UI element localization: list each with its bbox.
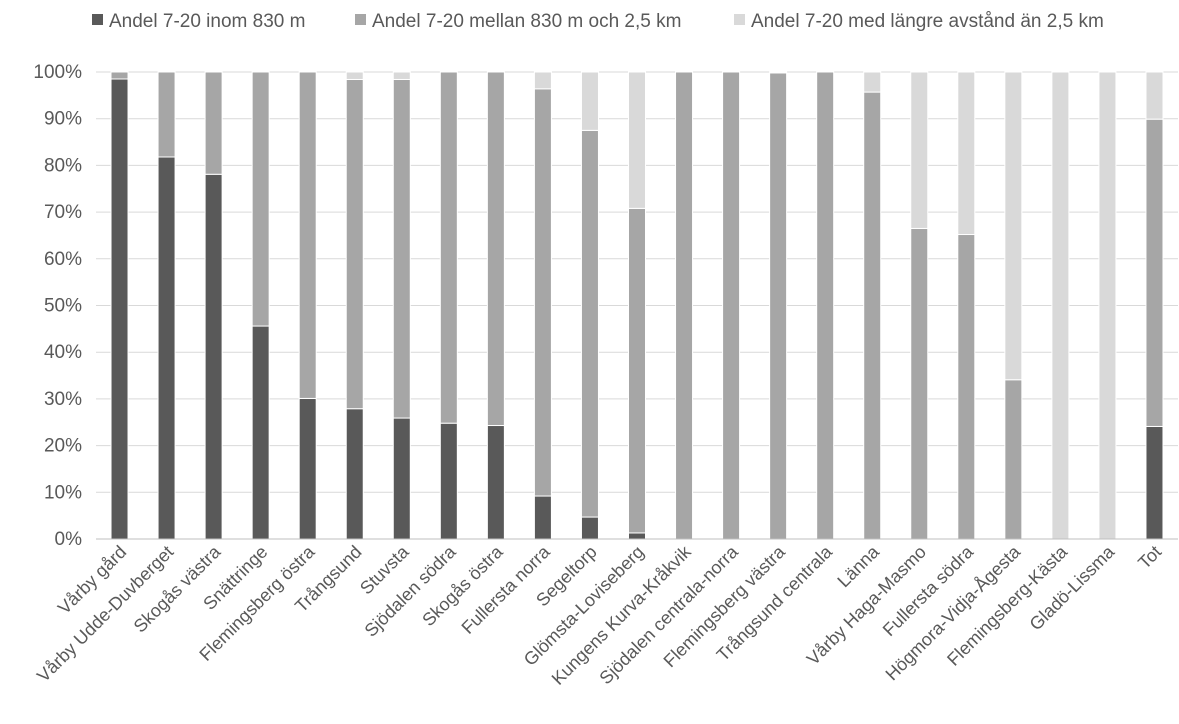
bar-segment-series-2 (533, 88, 552, 497)
bar-segment-series-2 (298, 71, 317, 399)
bar-segment-series-3 (533, 71, 552, 90)
y-tick-label: 50% (44, 296, 82, 317)
y-tick-label: 10% (44, 482, 82, 503)
bar-segment-series-2 (957, 234, 976, 540)
y-tick-label: 30% (44, 389, 82, 410)
bar-segment-series-3 (863, 71, 882, 93)
bar-segment-series-2 (863, 91, 882, 540)
y-tick-label: 80% (44, 155, 82, 176)
x-tick-label: Gladö-Lissma (1026, 541, 1119, 634)
bar-segment-series-1 (251, 325, 270, 540)
bar-segment-series-1 (486, 425, 505, 540)
bar-segment-series-2 (110, 71, 129, 80)
bar-segment-series-2 (204, 71, 223, 175)
legend-swatch (355, 14, 366, 25)
y-tick-label: 90% (44, 109, 82, 130)
bar-segment-series-1 (345, 408, 364, 540)
bar-segment-series-3 (392, 71, 411, 80)
y-tick-label: 60% (44, 249, 82, 270)
bar-segment-series-2 (1145, 118, 1164, 427)
bar-segment-series-3 (910, 71, 929, 229)
y-axis: 0% 10% 20% 30% 40% 50% 60% 70% 80% 90% 100% (33, 62, 82, 550)
bar-segment-series-2 (722, 71, 741, 540)
y-tick-label: 70% (44, 202, 82, 223)
y-tick-label: 0% (55, 529, 83, 550)
bar-segment-series-2 (910, 227, 929, 540)
bar-segment-series-1 (298, 397, 317, 540)
bar-segment-series-1 (439, 422, 458, 540)
legend-label: Andel 7-20 med längre avstånd än 2,5 km (751, 11, 1104, 32)
bar-segment-series-3 (1098, 71, 1117, 540)
bar-segment-series-2 (345, 78, 364, 410)
bar-segment-series-2 (486, 71, 505, 427)
bar-segment-series-2 (251, 71, 270, 327)
bar-segment-series-3 (957, 71, 976, 236)
bar-segment-series-3 (1145, 71, 1164, 120)
bar-segment-series-2 (157, 71, 176, 158)
bar-segment-series-1 (392, 417, 411, 540)
y-tick-label: 100% (33, 62, 82, 83)
bar-segment-series-1 (533, 495, 552, 540)
bar-segment-series-1 (157, 156, 176, 540)
bar-segment-series-3 (628, 71, 646, 209)
bar-segment-series-2 (439, 71, 458, 424)
bar-segment-series-2 (392, 78, 411, 419)
bar-segment-series-3 (769, 71, 788, 74)
y-tick-label: 20% (44, 436, 82, 457)
bar-segment-series-1 (628, 532, 646, 540)
bar-segment-series-2 (1004, 379, 1023, 540)
bar-segment-series-3 (580, 71, 599, 131)
bar-segment-series-2 (628, 207, 646, 534)
bar-segment-series-2 (769, 72, 788, 540)
y-tick-label: 40% (44, 342, 82, 363)
legend-swatch (734, 14, 745, 25)
x-tick-label: Tot (1134, 542, 1165, 573)
bars (110, 71, 1164, 540)
bar-segment-series-3 (345, 71, 364, 80)
bar-segment-series-1 (580, 516, 599, 540)
legend: Andel 7-20 inom 830 m Andel 7-20 mellan 8… (92, 11, 1104, 32)
bar-segment-series-1 (1145, 425, 1164, 540)
bar-segment-series-2 (816, 71, 835, 540)
bar-segment-series-1 (110, 78, 129, 540)
legend-label: Andel 7-20 mellan 830 m och 2,5 km (372, 11, 681, 32)
bar-segment-series-3 (1051, 71, 1070, 540)
bar-segment-series-2 (580, 129, 599, 518)
bar-segment-series-3 (1004, 71, 1023, 381)
bar-segment-series-2 (675, 71, 694, 540)
bar-segment-series-1 (204, 173, 223, 540)
legend-label: Andel 7-20 inom 830 m (109, 11, 305, 32)
legend-swatch (92, 14, 103, 25)
